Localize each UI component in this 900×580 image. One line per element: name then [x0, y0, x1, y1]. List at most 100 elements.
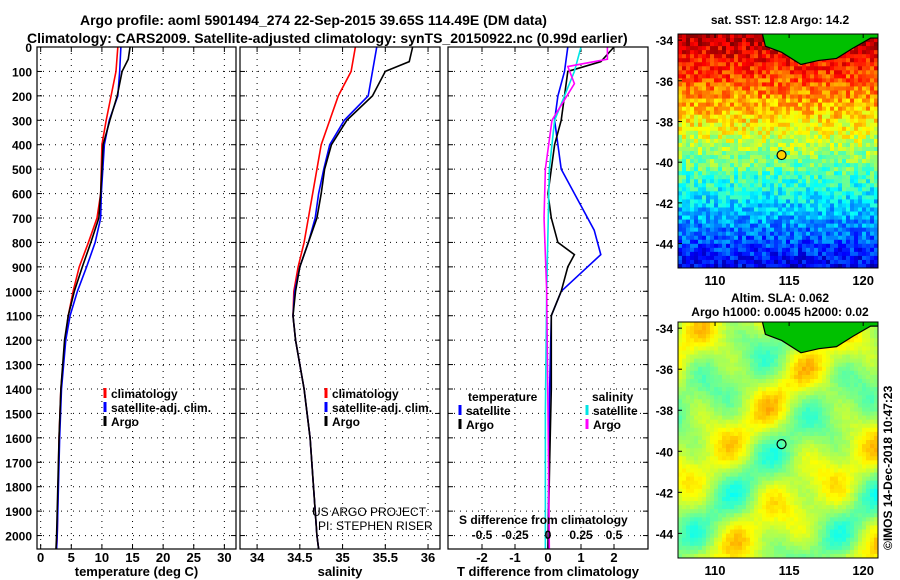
sst-cell [686, 191, 691, 196]
sst-cell [706, 110, 711, 116]
sst-cell [762, 66, 767, 71]
sst-cell [834, 255, 839, 261]
sst-cell [730, 247, 735, 253]
sst-cell [770, 110, 775, 116]
sla-cell [682, 525, 687, 531]
sla-cell [702, 411, 707, 417]
sst-cell [750, 191, 755, 196]
sst-cell [682, 171, 687, 176]
sla-cell [678, 464, 683, 469]
sla-cell [698, 533, 703, 539]
sst-cell [866, 114, 871, 120]
sla-cell [690, 541, 695, 547]
sst-cell [806, 191, 811, 196]
sla-cell [746, 374, 751, 380]
sst-cell [718, 130, 723, 136]
sst-cell [690, 70, 695, 75]
sst-cell [830, 78, 835, 83]
sst-cell [794, 163, 799, 168]
sst-cell [870, 106, 875, 112]
sla-cell [746, 456, 751, 461]
sla-cell [762, 334, 767, 339]
sst-cell [774, 167, 779, 172]
sla-cell [750, 431, 755, 437]
sla-cell [714, 513, 719, 518]
sst-cell [866, 155, 871, 160]
sla-cell [778, 488, 783, 494]
sla-cell [762, 448, 767, 453]
sst-cell [818, 130, 823, 136]
sla-cell [782, 366, 787, 372]
sst-cell [870, 259, 875, 265]
sst-cell [834, 203, 839, 208]
sst-cell [718, 183, 723, 188]
sst-cell [782, 255, 787, 261]
sst-cell [782, 106, 787, 112]
depth-tick-label: 1800 [5, 481, 32, 495]
sst-cell [746, 247, 751, 253]
sst-cell [798, 215, 803, 221]
sla-cell [766, 383, 771, 388]
sst-cell [846, 142, 851, 148]
sla-cell [682, 407, 687, 413]
sla-cell [730, 484, 735, 490]
sst-cell [686, 247, 691, 253]
sst-cell [782, 90, 787, 96]
sla-cell [694, 350, 699, 356]
sla-cell [722, 545, 727, 551]
sla-cell [750, 326, 755, 331]
sst-cell [834, 70, 839, 75]
sla-cell [734, 326, 739, 331]
sst-cell [718, 46, 723, 51]
sla-cell [682, 362, 687, 368]
sst-cell [702, 42, 707, 47]
sla-cell [770, 358, 775, 364]
sla-cell [738, 521, 743, 526]
sla-cell [774, 358, 779, 364]
sst-cell [762, 155, 767, 160]
sst-cell [798, 102, 803, 108]
sla-cell [786, 452, 791, 457]
sla-cell [750, 468, 755, 474]
sst-cell [742, 243, 747, 249]
sla-cell [794, 553, 799, 559]
sst-cell [818, 239, 823, 245]
sst-cell [778, 239, 783, 245]
sst-cell [814, 191, 819, 196]
sst-cell [830, 138, 835, 144]
sst-cell [826, 183, 831, 188]
sla-cell [774, 501, 779, 506]
sla-cell [714, 350, 719, 356]
sst-cell [786, 171, 791, 176]
sla-cell [750, 541, 755, 547]
sla-cell [730, 505, 735, 510]
sla-cell [714, 517, 719, 522]
sla-cell [710, 452, 715, 457]
sst-cell [738, 251, 743, 257]
sla-cell [694, 444, 699, 449]
sla-cell [770, 541, 775, 547]
sst-cell [858, 66, 863, 71]
sla-cell [750, 496, 755, 502]
sla-cell [738, 326, 743, 331]
sla-cell [686, 399, 691, 404]
sst-cell [830, 199, 835, 204]
sla-cell [778, 476, 783, 482]
sla-cell [782, 456, 787, 461]
sst-cell [862, 175, 867, 180]
sst-cell [714, 187, 719, 192]
sla-cell [770, 488, 775, 494]
sst-cell [790, 159, 795, 164]
sst-cell [726, 50, 731, 55]
sst-cell [734, 90, 739, 96]
sst-cell [794, 146, 799, 152]
sst-cell [682, 211, 687, 217]
sst-cell [750, 163, 755, 168]
sst-cell [734, 211, 739, 217]
sst-cell [814, 231, 819, 237]
sst-cell [818, 122, 823, 128]
sst-cell [838, 138, 843, 144]
sst-cell [774, 247, 779, 253]
sst-cell [766, 54, 771, 59]
sst-cell [870, 126, 875, 132]
